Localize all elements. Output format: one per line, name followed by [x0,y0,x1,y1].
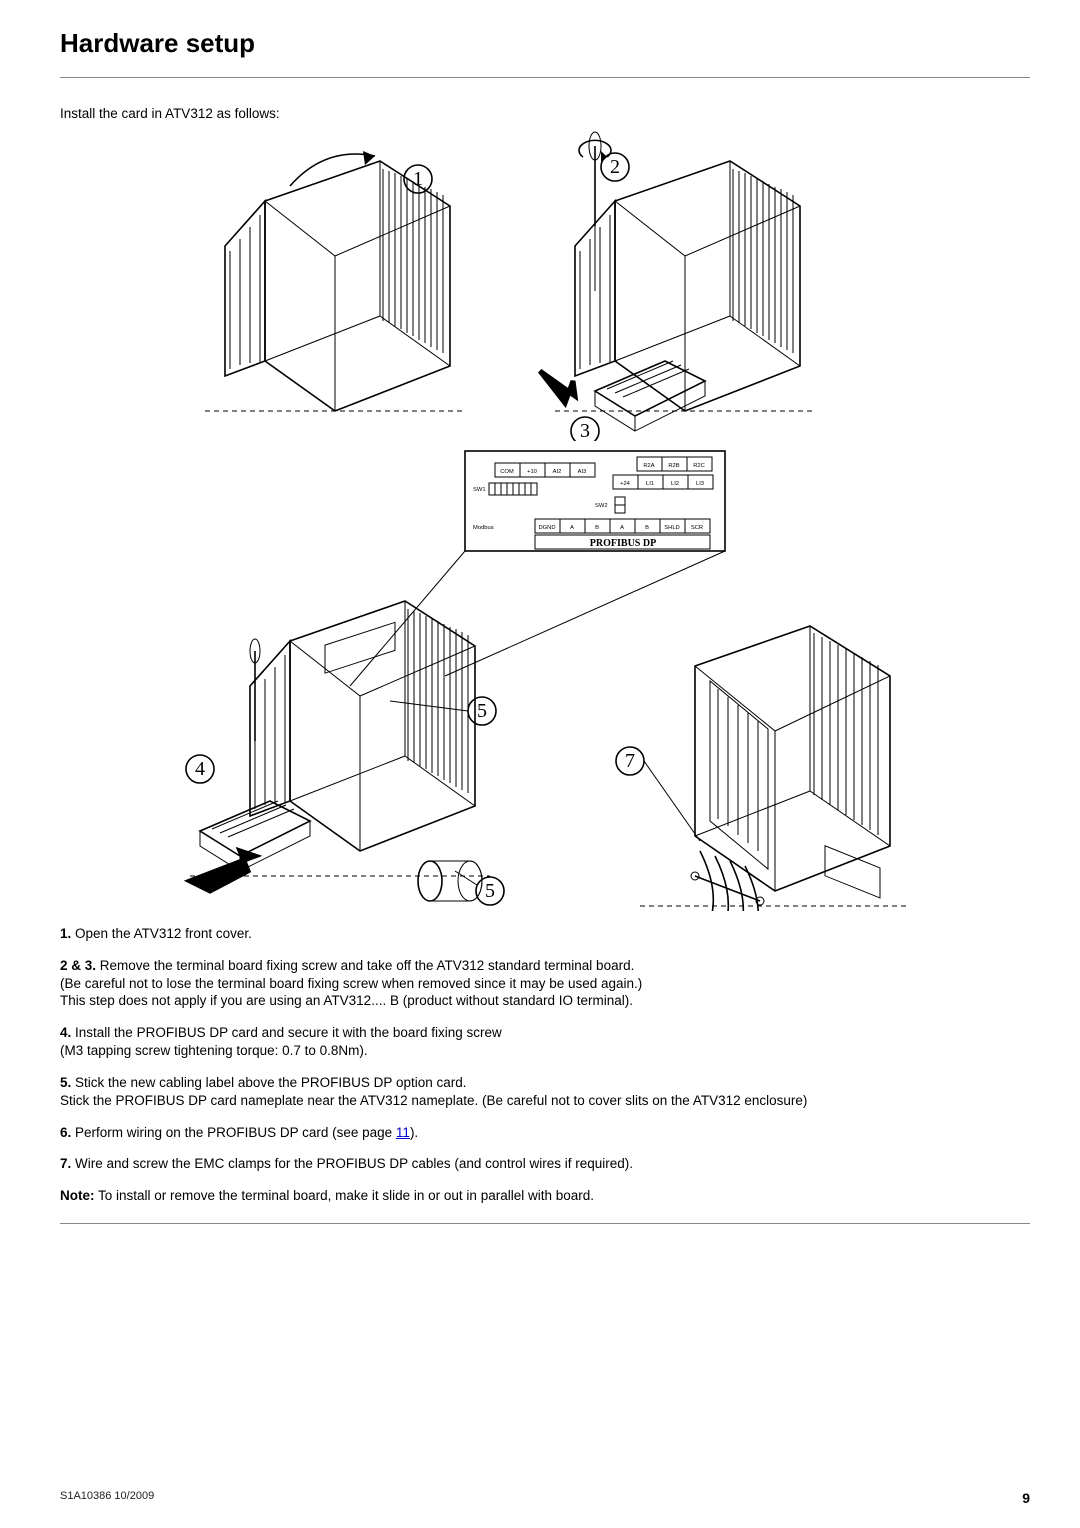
top-rule [60,77,1030,78]
intro-text: Install the card in ATV312 as follows: [60,106,1030,121]
footer-page-number: 9 [1022,1490,1030,1506]
svg-text:R2C: R2C [693,463,705,469]
step-5-line1: 5. Stick the new cabling label above the… [60,1074,1030,1092]
svg-text:A: A [570,525,574,531]
svg-text:R2B: R2B [668,463,679,469]
footer-docid: S1A10386 10/2009 [60,1490,154,1502]
svg-text:R2A: R2A [643,463,654,469]
svg-text:SCR: SCR [691,525,703,531]
svg-text:LI1: LI1 [646,481,654,487]
step-1: 1. Open the ATV312 front cover. [60,925,1030,943]
svg-text:DGND: DGND [538,525,555,531]
step-7: 7. Wire and screw the EMC clamps for the… [60,1155,1030,1173]
step-2-3-line1: 2 & 3. Remove the terminal board fixing … [60,957,1030,975]
svg-text:+10: +10 [527,469,537,475]
callout-4: 4 [195,758,205,780]
page-link-11[interactable]: 11 [396,1125,410,1140]
terminal-label-detail: COM +10 AI2 AI3 R2A R2B R2C +24 [465,451,725,551]
step-6: 6. Perform wiring on the PROFIBUS DP car… [60,1124,1030,1142]
svg-text:PROFIBUS DP: PROFIBUS DP [590,538,656,549]
svg-text:AI2: AI2 [553,469,562,475]
page-title: Hardware setup [60,28,1030,59]
figure-bottom-row: COM +10 AI2 AI3 R2A R2B R2C +24 [170,441,920,911]
step-4-line1: 4. Install the PROFIBUS DP card and secu… [60,1024,1030,1042]
step-2-3-line3: This step does not apply if you are usin… [60,992,1030,1010]
bottom-rule [60,1223,1030,1224]
callout-5b: 5 [485,880,495,902]
callout-2: 2 [610,156,620,178]
svg-text:COM: COM [500,469,514,475]
note: Note: To install or remove the terminal … [60,1187,1030,1205]
svg-text:SHLD: SHLD [664,525,679,531]
callout-1: 1 [413,168,423,190]
figure-top-row: 1 [185,131,905,441]
svg-text:SW2: SW2 [595,503,608,509]
svg-text:Modbus: Modbus [473,525,494,531]
step-4-line2: (M3 tapping screw tightening torque: 0.7… [60,1042,1030,1060]
svg-text:B: B [645,525,649,531]
svg-text:+24: +24 [620,481,631,487]
callout-5a: 5 [477,700,487,722]
step-5-line2: Stick the PROFIBUS DP card nameplate nea… [60,1092,1030,1110]
svg-text:A: A [620,525,624,531]
svg-text:LI2: LI2 [671,481,679,487]
svg-text:B: B [595,525,599,531]
step-2-3-line2: (Be careful not to lose the terminal boa… [60,975,1030,993]
callout-3: 3 [580,420,590,441]
svg-text:SW1: SW1 [473,487,486,493]
page: Hardware setup Install the card in ATV31… [0,0,1080,1528]
callout-7: 7 [625,750,635,772]
figure-area: 1 [60,131,1030,911]
footer: S1A10386 10/2009 9 [60,1490,1030,1506]
svg-text:AI3: AI3 [578,469,587,475]
steps-section: 1. Open the ATV312 front cover. 2 & 3. R… [60,925,1030,1205]
svg-text:LI3: LI3 [696,481,704,487]
